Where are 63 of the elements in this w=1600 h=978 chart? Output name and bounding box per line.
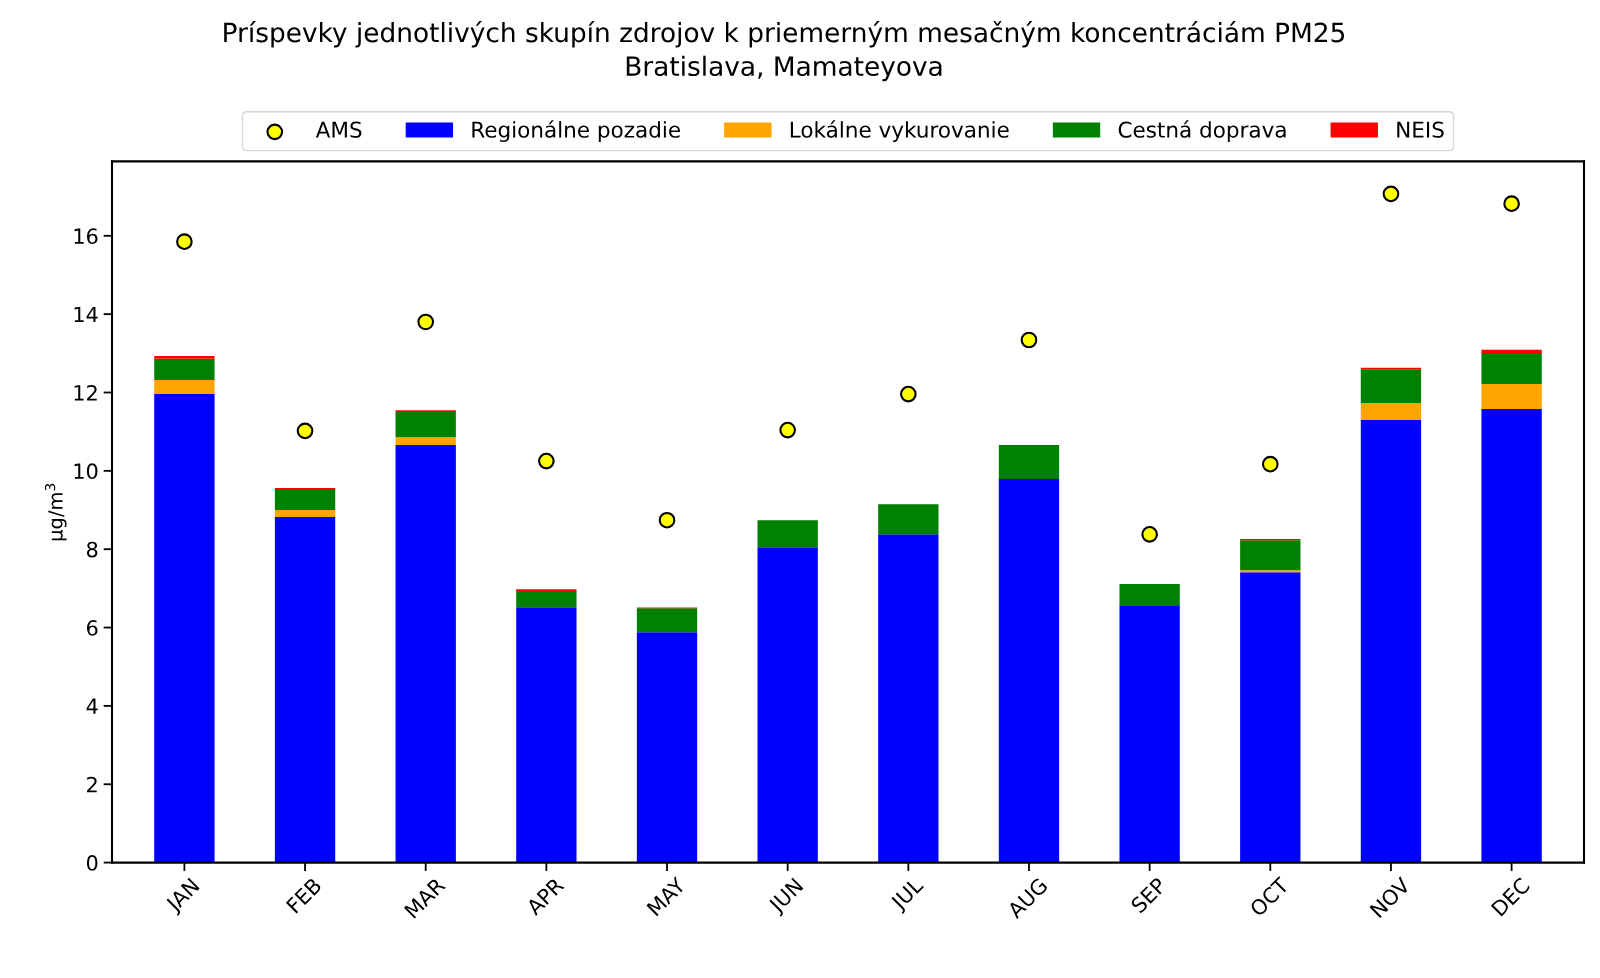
bar [757, 547, 818, 863]
bar [1481, 349, 1542, 353]
y-tick-label: 8 [86, 541, 98, 558]
bar [1481, 383, 1542, 409]
bar [1360, 419, 1422, 863]
bar [1119, 584, 1180, 606]
bar [636, 632, 698, 863]
bar [878, 534, 939, 863]
y-tick-label: 4 [86, 698, 98, 714]
bar [757, 520, 818, 548]
bar [395, 437, 456, 445]
bar [1360, 369, 1422, 404]
point [1020, 331, 1038, 349]
bar [274, 517, 336, 863]
y-tick-label: 0 [86, 855, 98, 871]
bar [878, 504, 939, 535]
bar [516, 591, 577, 608]
bar [154, 358, 215, 380]
bar [1119, 605, 1180, 863]
y-tick-label: 6 [87, 620, 98, 636]
legend-label: Regionálne pozadie [472, 120, 680, 142]
legend-label: AMS [315, 121, 362, 138]
point [296, 422, 314, 440]
bar [1240, 572, 1301, 863]
point [779, 421, 796, 439]
legend-label: Lokálne vykurovanie [790, 120, 1009, 142]
bar [154, 394, 215, 863]
bar [274, 490, 336, 511]
bar [636, 608, 698, 633]
bar [154, 356, 215, 359]
legend-label: Cestná doprava [1118, 120, 1286, 142]
bar [274, 510, 336, 518]
point [900, 385, 917, 403]
bar [998, 444, 1060, 480]
chart-title: Príspevky jednotlivých skupín zdrojov k priemerným mesačným koncentráciám PM25 [224, 20, 1345, 48]
x-tick-label: FEB [285, 877, 323, 914]
y-tick-label: 16 [74, 228, 98, 245]
bar [154, 379, 215, 395]
y-tick-label: 14 [74, 306, 98, 323]
bar [998, 479, 1060, 863]
y-axis-title: μg/m$^{3}$ [44, 483, 67, 541]
x-tick-label: JUL [889, 876, 927, 915]
point [1141, 525, 1158, 543]
chart-subtitle: Bratislava, Mamateyova [626, 55, 942, 82]
point [1382, 185, 1400, 203]
bar [1360, 403, 1422, 420]
bar [395, 412, 456, 438]
bar [395, 444, 456, 863]
bar [1481, 408, 1542, 863]
bar [1240, 540, 1301, 571]
bar [1481, 352, 1542, 384]
point [658, 511, 676, 529]
bar [516, 607, 577, 863]
point [1503, 195, 1520, 212]
y-tick-label: 12 [74, 384, 97, 401]
x-tick-label: SEP [1129, 876, 1168, 914]
point [538, 452, 555, 470]
point [1261, 455, 1279, 473]
y-tick-label: 2 [87, 776, 97, 793]
legend-label: NEIS [1397, 121, 1444, 138]
point [176, 233, 193, 250]
y-tick-label: 10 [74, 463, 98, 480]
point [417, 313, 435, 331]
